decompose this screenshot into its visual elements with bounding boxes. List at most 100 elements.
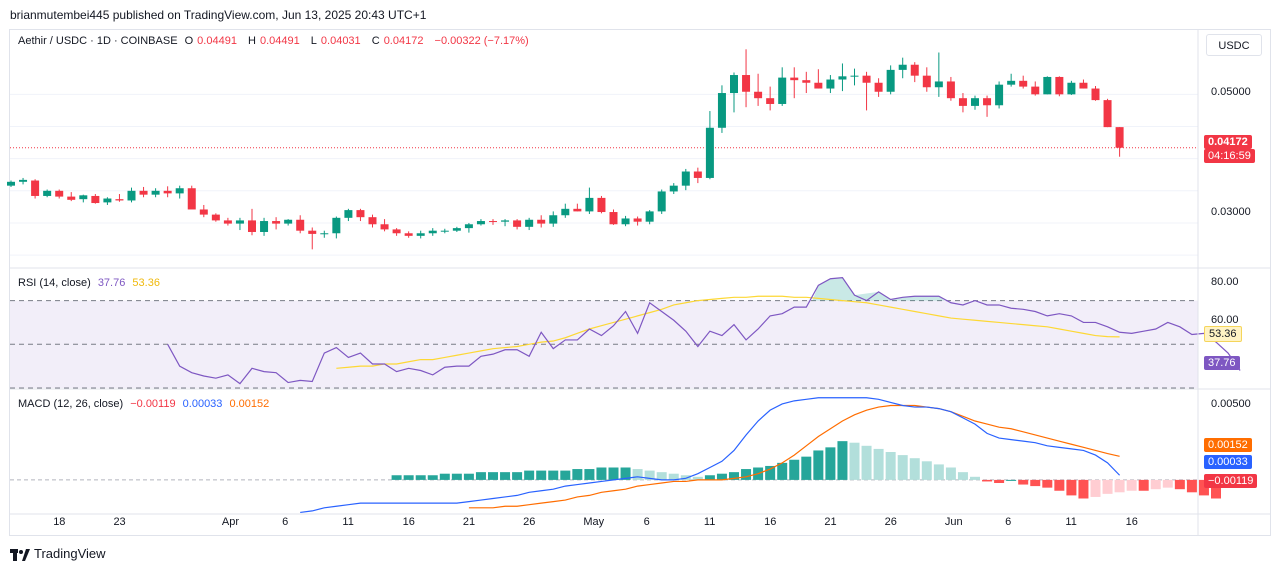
rsi-tick: 60.00 xyxy=(1211,314,1239,326)
candle-body xyxy=(910,64,919,76)
time-axis-tick: May xyxy=(583,516,605,528)
rsi-value-tag: 37.76 xyxy=(1204,356,1240,370)
candle-body xyxy=(826,79,835,89)
open-value: 0.04491 xyxy=(197,35,237,47)
macd-signal-line xyxy=(468,404,1120,509)
symbol-legend[interactable]: Aethir / USDC · 1D · COINBASE O 0.04491 H… xyxy=(18,35,533,47)
macd-histogram-bar xyxy=(909,458,920,480)
candle-body xyxy=(621,218,630,225)
macd-histogram-bar xyxy=(1114,479,1125,493)
rsi-value: 37.76 xyxy=(97,277,126,289)
candle-body xyxy=(946,81,955,99)
time-axis-tick: 18 xyxy=(53,516,66,528)
macd-histogram-bar xyxy=(644,470,655,480)
candle-body xyxy=(669,185,678,192)
macd-histogram-bar xyxy=(439,473,450,480)
candle-body xyxy=(597,197,606,213)
candle-body xyxy=(296,219,305,231)
change-value: −0.00322 (−7.17%) xyxy=(434,35,529,47)
macd-histogram-bar xyxy=(885,452,896,480)
candle-body xyxy=(476,221,485,225)
macd-histogram-bar xyxy=(873,448,884,480)
candle-body xyxy=(332,217,341,234)
macd-line xyxy=(300,397,1121,514)
candle-body xyxy=(248,220,256,232)
macd-histogram-bar xyxy=(982,479,993,482)
macd-histogram-bar xyxy=(994,479,1005,483)
macd-histogram-bar xyxy=(970,476,980,480)
rsi-legend[interactable]: RSI (14, close) 37.76 53.36 xyxy=(18,277,164,289)
candle-body xyxy=(223,220,232,224)
macd-histogram-bar xyxy=(524,470,535,480)
macd-histogram-bar xyxy=(789,459,800,480)
candle-body xyxy=(1079,82,1088,89)
macd-histogram-bar xyxy=(921,461,932,480)
macd-histogram-bar xyxy=(427,475,438,480)
tradingview-brand[interactable]: TradingView xyxy=(10,546,106,561)
currency-unit-button[interactable]: USDC xyxy=(1206,34,1262,56)
macd-histogram-bar xyxy=(560,470,571,480)
macd-histogram-bar xyxy=(849,442,860,480)
candle-body xyxy=(850,75,859,77)
macd-histogram-bar xyxy=(451,473,462,480)
macd-histogram-bar xyxy=(1126,479,1137,491)
macd-histogram-bar xyxy=(1054,479,1065,491)
candle-body xyxy=(513,220,522,227)
candle-body xyxy=(1007,80,1016,85)
macd-histogram-bar xyxy=(729,472,739,480)
macd-histogram-bar xyxy=(1018,479,1029,485)
rsi-ma-tag: 53.36 xyxy=(1204,326,1242,342)
candle-body xyxy=(127,190,136,201)
macd-histogram-bar xyxy=(596,467,607,480)
candle-body xyxy=(211,214,220,221)
macd-histogram-bar xyxy=(512,472,523,480)
candle-body xyxy=(886,69,895,92)
macd-tick: 0.00500 xyxy=(1211,398,1251,410)
rsi-label[interactable]: RSI (14, close) xyxy=(18,277,91,289)
macd-histogram-bar xyxy=(1186,479,1197,493)
candle-body xyxy=(766,98,775,104)
macd-histogram-bar xyxy=(488,472,498,480)
macd-histogram-bar xyxy=(945,467,956,480)
macd-histogram-bar xyxy=(620,467,631,480)
macd-histogram-bar xyxy=(1042,479,1053,488)
macd-histogram-bar xyxy=(572,469,583,480)
macd-histogram-bar xyxy=(933,464,944,480)
candle-body xyxy=(549,215,558,224)
chart-frame xyxy=(9,29,1271,536)
tradingview-logo-icon xyxy=(10,546,30,561)
candle-body xyxy=(1043,76,1052,95)
macd-label[interactable]: MACD (12, 26, close) xyxy=(18,398,124,410)
candle-body xyxy=(754,91,763,99)
publisher-credit: brianmutembei445 published on TradingVie… xyxy=(10,8,427,22)
macd-histogram-bar xyxy=(1066,479,1077,496)
candle-body xyxy=(633,218,642,222)
time-axis-tick: 26 xyxy=(523,516,536,528)
price-tick: 0.03000 xyxy=(1211,206,1251,218)
candle-body xyxy=(862,75,871,83)
candle-body xyxy=(151,190,160,195)
macd-histogram-bar xyxy=(716,473,727,480)
candle-body xyxy=(609,212,618,225)
candle-body xyxy=(7,181,15,186)
rsi-ma-line xyxy=(336,295,1120,369)
rsi-overbought-fill xyxy=(812,277,945,301)
candle-body xyxy=(561,208,570,216)
high-label: H xyxy=(248,35,256,47)
candle-body xyxy=(537,219,546,224)
candle-body xyxy=(1067,82,1076,95)
candle-body xyxy=(235,220,244,224)
candle-body xyxy=(874,82,883,92)
candle-body xyxy=(958,98,967,106)
symbol-title[interactable]: Aethir / USDC · 1D · COINBASE xyxy=(18,35,178,47)
rsi-ma-value: 53.36 xyxy=(132,277,160,289)
candle-body xyxy=(440,230,449,232)
candle-body xyxy=(693,171,702,178)
time-axis-tick: 26 xyxy=(884,516,897,528)
candle-body xyxy=(742,75,751,92)
macd-legend[interactable]: MACD (12, 26, close) −0.00119 0.00033 0.… xyxy=(18,398,273,410)
time-axis-tick: 16 xyxy=(402,516,415,528)
macd-histogram-bar xyxy=(1211,479,1221,499)
time-axis-tick: 6 xyxy=(643,516,650,528)
